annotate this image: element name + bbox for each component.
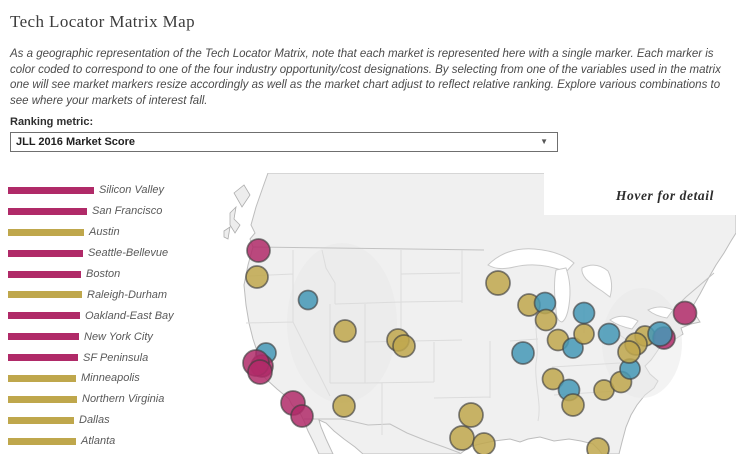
market-label: Silicon Valley [99,184,165,197]
ranking-metric-select[interactable]: JLL 2016 Market Score ▼ [10,132,558,152]
us-map[interactable]: Hover for detail [222,173,736,454]
market-bar-row: Dallas [0,410,222,431]
market-bar-row: Silicon Valley [0,180,222,201]
description-text: As a geographic representation of the Te… [10,48,721,107]
map-marker[interactable] [246,238,271,263]
map-marker[interactable] [586,437,610,454]
lake-ontario [647,306,674,319]
market-label: Austin [89,226,120,239]
coast-islands [223,226,231,240]
hover-note-box [544,173,736,215]
market-bar[interactable] [8,395,77,403]
market-label: San Francisco [92,205,163,218]
map-marker[interactable] [247,359,273,385]
ranking-metric-value: JLL 2016 Market Score [16,136,136,148]
market-bar[interactable] [8,249,83,257]
map-marker[interactable] [485,270,511,296]
market-bar[interactable] [8,333,79,341]
market-bar[interactable] [8,374,76,382]
market-label: Seattle-Bellevue [88,247,169,260]
lake-huron [581,264,613,298]
map-marker[interactable] [561,393,585,417]
coast-islands [233,184,251,208]
lake-superior [487,248,575,273]
map-marker[interactable] [573,323,595,345]
market-bar-row: Minneapolis [0,368,222,389]
mexico-border [304,418,461,454]
lake-michigan [554,267,571,323]
market-label: Minneapolis [81,372,140,385]
map-marker[interactable] [332,394,356,418]
lake-erie [609,315,639,330]
market-bar[interactable] [8,291,82,299]
market-bar-row: Northern Virginia [0,389,222,410]
map-marker[interactable] [647,321,673,347]
map-marker[interactable] [541,367,565,391]
ranking-metric-label: Ranking metric: [10,116,94,128]
market-bar-row: Seattle-Bellevue [0,243,222,264]
map-marker[interactable] [597,322,621,346]
market-bar[interactable] [8,270,81,278]
market-bar-list: Silicon Valley San Francisco Austin Seattle… [0,170,222,454]
market-bar[interactable] [8,437,76,445]
map-marker[interactable] [472,432,496,454]
market-bar-row: San Francisco [0,201,222,222]
map-marker[interactable] [511,341,535,365]
canada-border [252,246,485,251]
market-bar[interactable] [8,416,74,424]
map-marker[interactable] [245,265,269,289]
market-bar[interactable] [8,228,84,236]
marker-layer [242,238,698,454]
map-marker[interactable] [290,404,314,428]
market-bar-row: SF Peninsula [0,347,222,368]
coast-islands [229,205,241,234]
market-bar[interactable] [8,207,87,215]
market-bar-row: Raleigh-Durham [0,284,222,305]
market-bar-row: New York City [0,326,222,347]
map-marker[interactable] [458,402,484,428]
market-bar[interactable] [8,354,78,362]
market-bar-row: Atlanta [0,431,222,452]
market-bar-row: Austin [0,222,222,243]
hover-note: Hover for detail [615,188,714,203]
map-marker[interactable] [333,319,357,343]
market-bar[interactable] [8,312,80,320]
market-bar[interactable] [8,186,94,194]
market-label: SF Peninsula [83,351,149,364]
map-panel: Hover for detail [222,173,736,454]
map-marker[interactable] [534,308,558,332]
market-label: Dallas [79,414,110,427]
chevron-down-icon: ▼ [540,137,548,146]
market-bar-row: Boston [0,264,222,285]
map-marker[interactable] [572,301,596,325]
market-label: Northern Virginia [82,393,165,406]
market-label: Atlanta [81,435,116,448]
map-marker[interactable] [672,300,698,326]
map-marker[interactable] [617,340,641,364]
page-title: Tech Locator Matrix Map [10,12,196,31]
map-marker[interactable] [449,425,475,451]
market-label: New York City [84,330,153,343]
market-label: Raleigh-Durham [87,288,168,301]
map-marker[interactable] [392,334,416,358]
market-label: Boston [86,268,121,280]
market-label: Oakland-East Bay [85,309,174,322]
market-bar-row: Oakland-East Bay [0,305,222,326]
map-marker[interactable] [297,289,319,311]
